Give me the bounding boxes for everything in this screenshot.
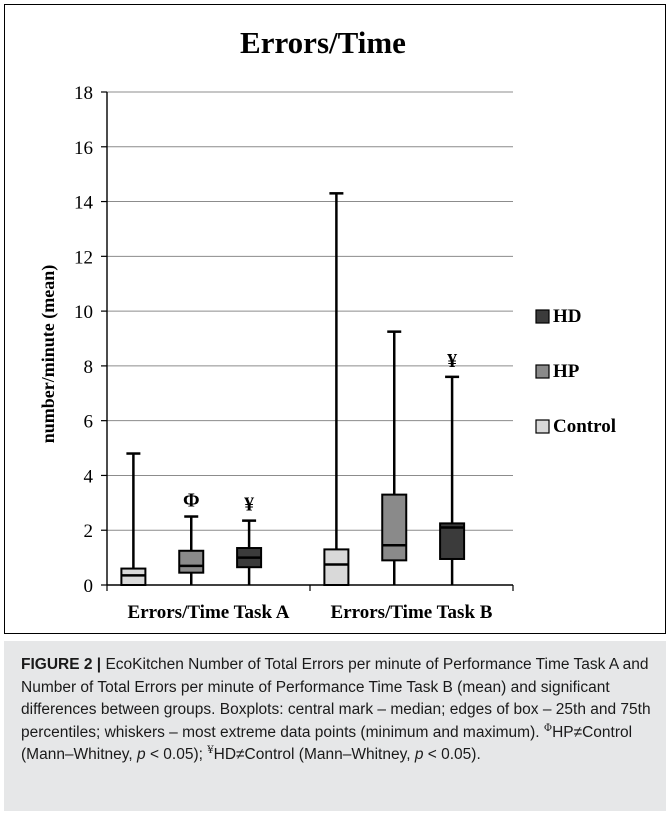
x-tick-label: Errors/Time Task B	[331, 602, 493, 623]
y-tick-label: 0	[84, 576, 94, 597]
boxplot-chart: Errors/Time 0 2 4 6 8 10 12 14 16 18 Φ ¥ ¥ Errors/T…	[38, 25, 616, 623]
y-tick-label: 6	[84, 412, 94, 433]
axes	[106, 92, 514, 591]
significance-annotation: Φ	[183, 490, 200, 512]
chart-frame: Errors/Time 0 2 4 6 8 10 12 14 16 18 Φ ¥ ¥ Errors/T…	[4, 4, 666, 634]
box-control	[323, 192, 350, 587]
caption-note1-text: HP≠Control (Mann–Whitney,	[21, 723, 633, 764]
y-axis-label: number/minute (mean)	[38, 265, 59, 444]
y-tick-label: 2	[84, 521, 94, 542]
caption-label: FIGURE 2 |	[21, 656, 102, 673]
caption-p-value-end: < 0.05).	[427, 746, 481, 763]
boxes: Φ ¥ ¥	[120, 192, 466, 587]
caption-text: EcoKitchen Number of Total Errors per mi…	[21, 656, 651, 741]
box-control	[120, 452, 147, 586]
x-tick-labels: Errors/Time Task A Errors/Time Task B	[128, 602, 493, 623]
caption-p-variable-2: p	[414, 746, 424, 763]
y-tick-label: 18	[74, 83, 93, 104]
chart-title: Errors/Time	[240, 25, 406, 60]
y-tick-label: 10	[74, 302, 93, 323]
figure-caption: FIGURE 2 | EcoKitchen Number of Total Er…	[4, 641, 666, 811]
legend-label: HD	[553, 306, 582, 327]
x-tick-label: Errors/Time Task A	[128, 602, 290, 623]
legend: HD HP Control	[535, 306, 616, 437]
iqr-box	[323, 548, 350, 587]
legend-label: HP	[553, 361, 580, 382]
caption-p-variable: p	[137, 746, 146, 763]
caption-note2-text: HD≠Control (Mann–Whitney,	[213, 746, 411, 763]
y-tick-label: 14	[74, 193, 94, 214]
y-tick-label: 8	[84, 357, 94, 378]
box-hd: ¥	[439, 350, 466, 585]
y-tick-label: 16	[74, 138, 93, 159]
legend-swatch	[535, 364, 550, 379]
iqr-box	[178, 549, 205, 574]
iqr-box	[120, 567, 147, 586]
y-tick-label: 12	[74, 247, 93, 268]
significance-annotation: ¥	[244, 494, 254, 516]
legend-swatch	[535, 419, 550, 434]
iqr-box	[381, 493, 408, 562]
box-hp	[381, 330, 408, 585]
significance-annotation: ¥	[447, 350, 457, 372]
iqr-box	[439, 522, 466, 560]
legend-swatch	[535, 309, 550, 324]
gridlines	[107, 91, 513, 531]
box-hd: ¥	[236, 494, 263, 585]
y-tick-labels: 0 2 4 6 8 10 12 14 16 18	[74, 83, 107, 597]
caption-p-value: < 0.05);	[149, 746, 203, 763]
caption-note2-symbol: ¥	[207, 744, 214, 756]
legend-label: Control	[553, 416, 616, 437]
caption-note1-symbol: Φ	[543, 722, 553, 734]
box-hp: Φ	[178, 490, 205, 585]
y-tick-label: 4	[84, 466, 94, 487]
